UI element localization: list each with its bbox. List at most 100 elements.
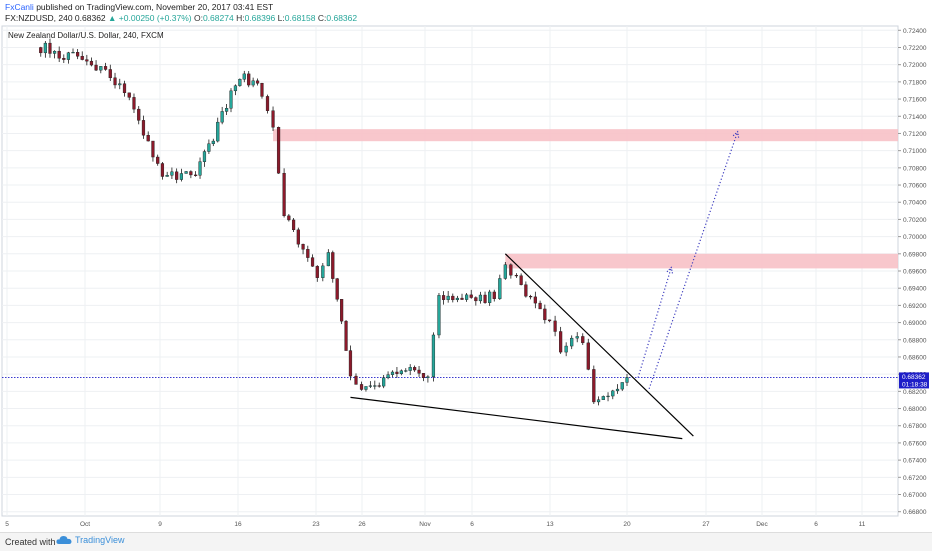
candle	[260, 82, 264, 99]
projection-2	[648, 131, 739, 389]
candle	[620, 382, 624, 391]
candle-body	[255, 80, 260, 84]
y-tick-label: 0.69600	[903, 269, 927, 276]
candle-body	[451, 295, 455, 301]
candle-body	[276, 127, 281, 174]
open-label: O:	[193, 13, 203, 23]
x-tick-label: 27	[702, 521, 710, 528]
candle	[364, 386, 368, 392]
candle-body	[455, 297, 459, 301]
candle	[282, 168, 286, 218]
candle-body	[488, 291, 492, 303]
candle-body	[441, 295, 446, 300]
x-tick-label: 13	[546, 521, 554, 528]
candle	[265, 94, 270, 114]
candle-body	[315, 266, 319, 278]
candle	[156, 154, 160, 166]
candle-body	[198, 161, 202, 176]
candle	[287, 214, 291, 222]
y-tick-label: 0.70400	[903, 200, 927, 207]
candle-body	[395, 371, 399, 374]
y-tick-label: 0.72200	[903, 45, 927, 52]
candle	[137, 106, 141, 125]
candle-body	[373, 385, 377, 387]
candle-body	[326, 252, 330, 267]
candle-body	[282, 172, 286, 217]
candle	[94, 60, 98, 71]
candle-body	[615, 388, 620, 392]
candle	[615, 384, 620, 394]
candle-body	[251, 80, 255, 86]
candle	[229, 88, 233, 113]
candle-body	[310, 257, 315, 267]
candle	[132, 93, 136, 114]
candle-body	[207, 143, 211, 152]
candle-body	[301, 243, 305, 250]
candle-body	[113, 77, 117, 86]
candle	[326, 249, 330, 267]
high-label: H:	[236, 13, 245, 23]
candle	[62, 54, 66, 64]
author-link[interactable]: FxCanli	[5, 2, 34, 12]
candle-body	[39, 47, 43, 54]
candle	[247, 71, 251, 88]
y-tick-label: 0.68800	[903, 337, 927, 344]
candle	[441, 291, 446, 305]
candle	[194, 171, 198, 177]
candle	[160, 162, 165, 180]
candle	[220, 106, 224, 125]
tradingview-logo[interactable]: TradingView	[56, 535, 125, 545]
candle	[255, 78, 260, 86]
candle-body	[99, 66, 103, 71]
candle	[211, 138, 215, 147]
price-tag-value: 0.68362	[902, 374, 926, 381]
candle	[184, 171, 188, 174]
y-tick-label: 0.69400	[903, 286, 927, 293]
candle	[596, 396, 601, 406]
candle-body	[52, 50, 57, 54]
candle	[113, 72, 117, 89]
candle-body	[340, 299, 344, 322]
candle	[446, 290, 450, 303]
candle-body	[321, 265, 325, 278]
candle	[189, 170, 193, 179]
candle-body	[575, 336, 579, 339]
candle	[359, 381, 364, 391]
candle-body	[514, 274, 518, 277]
price-chart[interactable]: 0.72400 0.72200 0.72000 0.71800 0.71600 0.714…	[0, 0, 932, 532]
candle-body	[606, 395, 610, 398]
price-axis: 0.72400 0.72200 0.72000 0.71800 0.71600 0.714…	[898, 28, 927, 516]
candle-body	[553, 320, 557, 332]
candle	[108, 64, 112, 82]
candle-body	[421, 373, 426, 378]
candle-body	[581, 336, 585, 344]
candle-body	[233, 85, 238, 92]
candle	[85, 54, 89, 66]
candle	[233, 84, 238, 96]
candle	[170, 167, 174, 180]
candle-body	[220, 111, 224, 123]
chart-title: New Zealand Dollar/U.S. Dollar, 240, FXC…	[8, 31, 164, 40]
x-tick-label: 6	[814, 521, 818, 528]
candle-body	[291, 219, 296, 231]
candle-body	[364, 386, 368, 390]
candle	[601, 395, 605, 400]
candle	[503, 261, 507, 280]
candle-body	[306, 249, 310, 258]
y-tick-label: 0.69800	[903, 251, 927, 258]
candle-body	[344, 320, 348, 351]
candle-body	[570, 337, 574, 347]
candle-body	[399, 370, 403, 374]
candle	[296, 227, 300, 248]
x-tick-label: 11	[859, 521, 866, 528]
chart-header: FxCanli published on TradingView.com, No…	[0, 0, 932, 30]
candle-body	[503, 264, 507, 279]
candle	[52, 50, 57, 59]
y-tick-label: 0.68200	[903, 389, 927, 396]
candle	[165, 171, 169, 177]
candle-body	[386, 374, 390, 379]
candle	[216, 117, 220, 143]
candle	[301, 243, 305, 255]
candle-body	[43, 42, 47, 54]
candle-body	[66, 52, 71, 60]
